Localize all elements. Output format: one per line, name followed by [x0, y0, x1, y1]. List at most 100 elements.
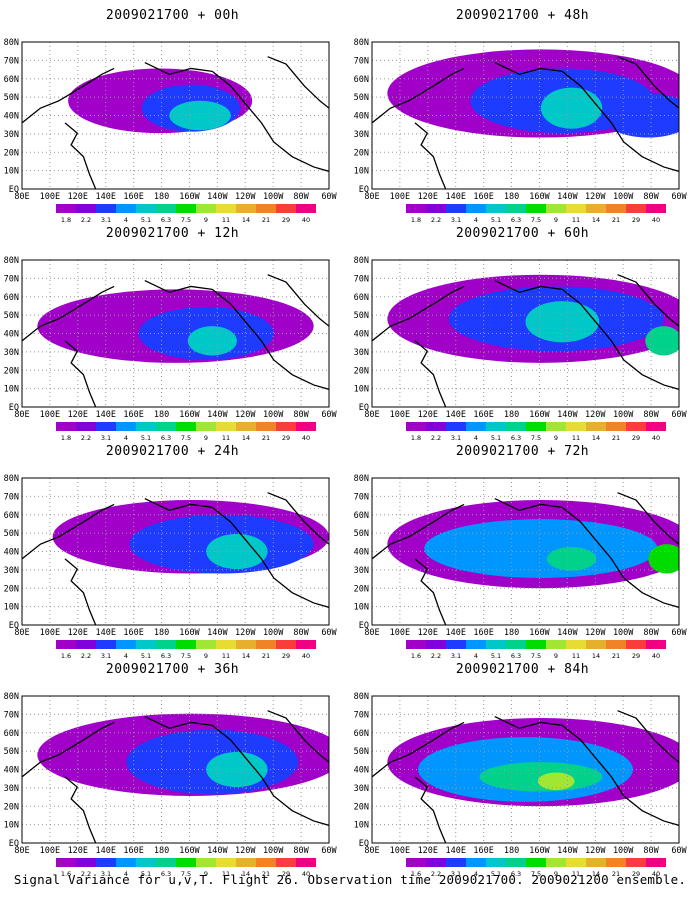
colorbar-label: 5.1: [141, 652, 151, 660]
colorbar-label: 5.1: [491, 216, 501, 224]
lat-tick-label: 40N: [354, 766, 369, 776]
colorbar-label: 2.2: [81, 216, 91, 224]
lat-tick-label: EQ: [9, 185, 19, 195]
colorbar-swatch: [96, 204, 116, 213]
colorbar-label: 6.3: [511, 216, 521, 224]
lon-tick-label: 180: [504, 192, 519, 202]
lat-tick-label: 70N: [354, 274, 369, 284]
lat-tick-label: 80N: [354, 474, 369, 484]
coastline: [211, 724, 329, 826]
colorbar-label: 14: [242, 870, 250, 878]
colorbar-swatch: [506, 858, 526, 867]
coastline: [267, 56, 329, 109]
colorbar-label: 29: [282, 216, 290, 224]
colorbar-swatch: [606, 640, 626, 649]
colorbar-label: 4: [124, 870, 128, 878]
lon-tick-label: 80W: [643, 846, 659, 856]
coastline: [414, 558, 447, 625]
lat-tick-label: 70N: [354, 492, 369, 502]
lon-tick-label: 120W: [585, 192, 606, 202]
colorbar-label: 2.2: [431, 216, 441, 224]
colorbar-label: 4: [474, 434, 478, 442]
lon-tick-label: 140E: [445, 410, 465, 420]
colorbar-swatch: [506, 422, 526, 431]
colorbar-swatch: [196, 204, 216, 213]
map-panel: 2009021700 + 24h 80N 70N 60N 50N 40N 30N 20N 10N…: [0, 444, 345, 662]
lon-tick-label: 140E: [95, 846, 115, 856]
panel-title: 2009021700 + 24h: [105, 444, 240, 459]
colorbar-swatch: [216, 422, 236, 431]
colorbar-swatch: [466, 422, 486, 431]
lon-tick-label: 140E: [95, 192, 115, 202]
coastline: [414, 122, 447, 189]
lon-tick-label: 140E: [95, 410, 115, 420]
lon-tick-label: 120E: [68, 846, 88, 856]
colorbar-swatch: [136, 858, 156, 867]
colorbar-swatch: [176, 640, 196, 649]
colorbar-swatch: [176, 858, 196, 867]
coastline: [144, 497, 213, 512]
colorbar-swatch: [256, 640, 276, 649]
lat-tick-label: 70N: [4, 56, 19, 66]
lon-tick-label: 60W: [671, 192, 687, 202]
lon-tick-label: 120E: [68, 192, 88, 202]
colorbar-label: 2.2: [81, 434, 91, 442]
colorbar-swatch: [76, 640, 96, 649]
lon-tick-label: 100E: [40, 628, 60, 638]
colorbar-label: 1.6: [61, 652, 71, 660]
colorbar-swatch: [486, 640, 506, 649]
colorbar-label: 7.5: [531, 870, 541, 878]
colorbar-label: 11: [572, 870, 580, 878]
colorbar-label: 3.1: [101, 652, 111, 660]
colorbar-label: 9: [554, 434, 558, 442]
coastline: [211, 70, 329, 172]
colorbar-label: 21: [612, 870, 620, 878]
colorbar-label: 11: [222, 652, 230, 660]
lon-tick-label: 100W: [263, 192, 284, 202]
lon-tick-label: 160E: [473, 846, 493, 856]
panel-title: 2009021700 + 72h: [455, 444, 590, 459]
colorbar-swatch: [566, 858, 586, 867]
lon-tick-label: 100E: [390, 846, 410, 856]
colorbar-label: 1.8: [411, 216, 421, 224]
map-panel: 2009021700 + 48h 80N 70N 60N 50N 40N 30N 20N 10N…: [350, 8, 695, 226]
colorbar-swatch: [506, 640, 526, 649]
colorbar-swatch: [296, 204, 316, 213]
colorbar-label: 1.8: [61, 216, 71, 224]
colorbar-swatch: [446, 640, 466, 649]
lat-tick-label: 50N: [4, 747, 19, 757]
map-frame: [371, 259, 680, 408]
colorbar-swatch: [506, 204, 526, 213]
colorbar-swatch: [156, 640, 176, 649]
lon-tick-label: 60W: [321, 846, 337, 856]
lon-tick-label: 80E: [14, 410, 29, 420]
colorbar-swatch: [526, 640, 546, 649]
colorbar-swatch: [566, 640, 586, 649]
colorbar-label: 4: [474, 216, 478, 224]
coastline: [617, 274, 679, 327]
colorbar-swatch: [56, 204, 76, 213]
colorbar-swatch: [216, 204, 236, 213]
colorbar-swatch: [626, 204, 646, 213]
colorbar-label: 2.2: [431, 434, 441, 442]
lon-tick-label: 140W: [557, 628, 578, 638]
lat-tick-label: 10N: [4, 821, 19, 831]
colorbar-label: 29: [632, 652, 640, 660]
colorbar-label: 21: [262, 870, 270, 878]
coastline: [372, 721, 465, 778]
lon-tick-label: 100E: [40, 410, 60, 420]
lon-tick-label: 80E: [364, 846, 379, 856]
lon-tick-label: 100W: [263, 628, 284, 638]
colorbar-label: 14: [592, 434, 600, 442]
colorbar-label: 40: [302, 434, 310, 442]
lat-tick-label: 70N: [354, 710, 369, 720]
colorbar-swatch: [56, 422, 76, 431]
colorbar-swatch: [406, 640, 426, 649]
colorbar-swatch: [626, 640, 646, 649]
lon-tick-label: 120E: [68, 410, 88, 420]
colorbar-label: 21: [262, 652, 270, 660]
lat-tick-label: 40N: [354, 112, 369, 122]
map-frame: [21, 41, 330, 190]
panel-title: 2009021700 + 12h: [105, 226, 240, 241]
lon-tick-label: 120W: [235, 410, 256, 420]
